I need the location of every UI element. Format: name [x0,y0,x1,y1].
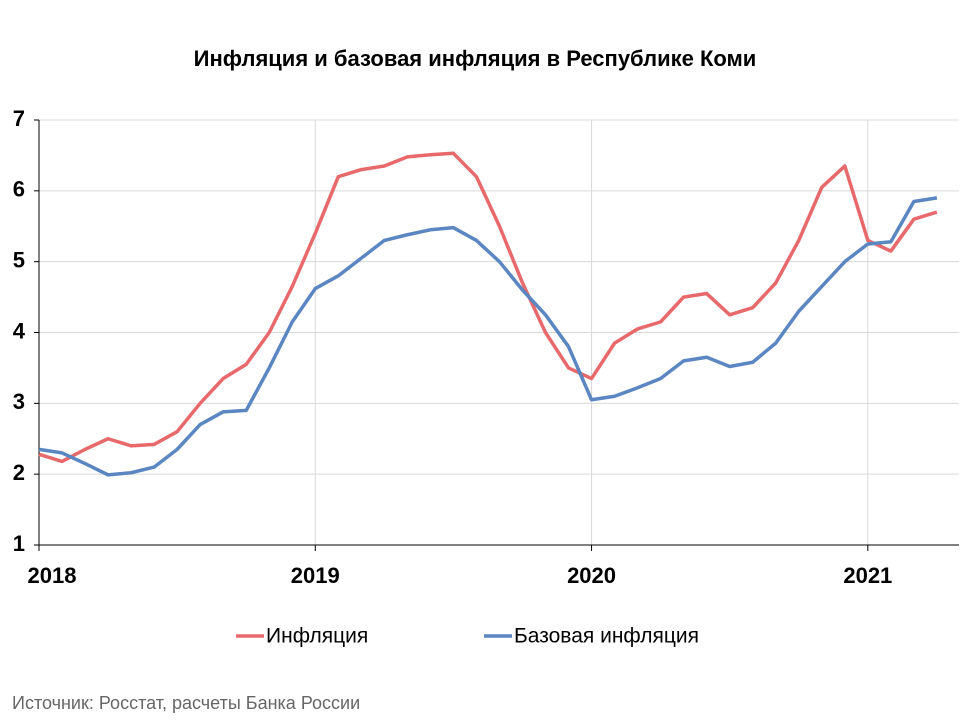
y-tick-label: 4 [13,318,26,343]
legend-label: Инфляция [266,625,368,648]
y-tick-label: 2 [13,460,25,485]
x-tick-label: 2019 [291,563,340,588]
y-tick-label: 7 [13,106,25,131]
x-tick-label: 2020 [567,563,616,588]
legend-label: Базовая инфляция [514,625,699,648]
x-tick-label: 2021 [843,563,892,588]
y-tick-label: 1 [13,531,25,556]
y-tick-label: 5 [13,247,25,272]
chart-title: Инфляция и базовая инфляция в Республике… [194,46,757,71]
series-line [38,151,938,464]
source-note: Источник: Росстат, расчеты Банка России [12,693,360,713]
y-tick-label: 3 [13,389,25,414]
x-tick-label: 2018 [28,563,77,588]
y-tick-label: 6 [13,177,25,202]
series-line [38,196,938,477]
